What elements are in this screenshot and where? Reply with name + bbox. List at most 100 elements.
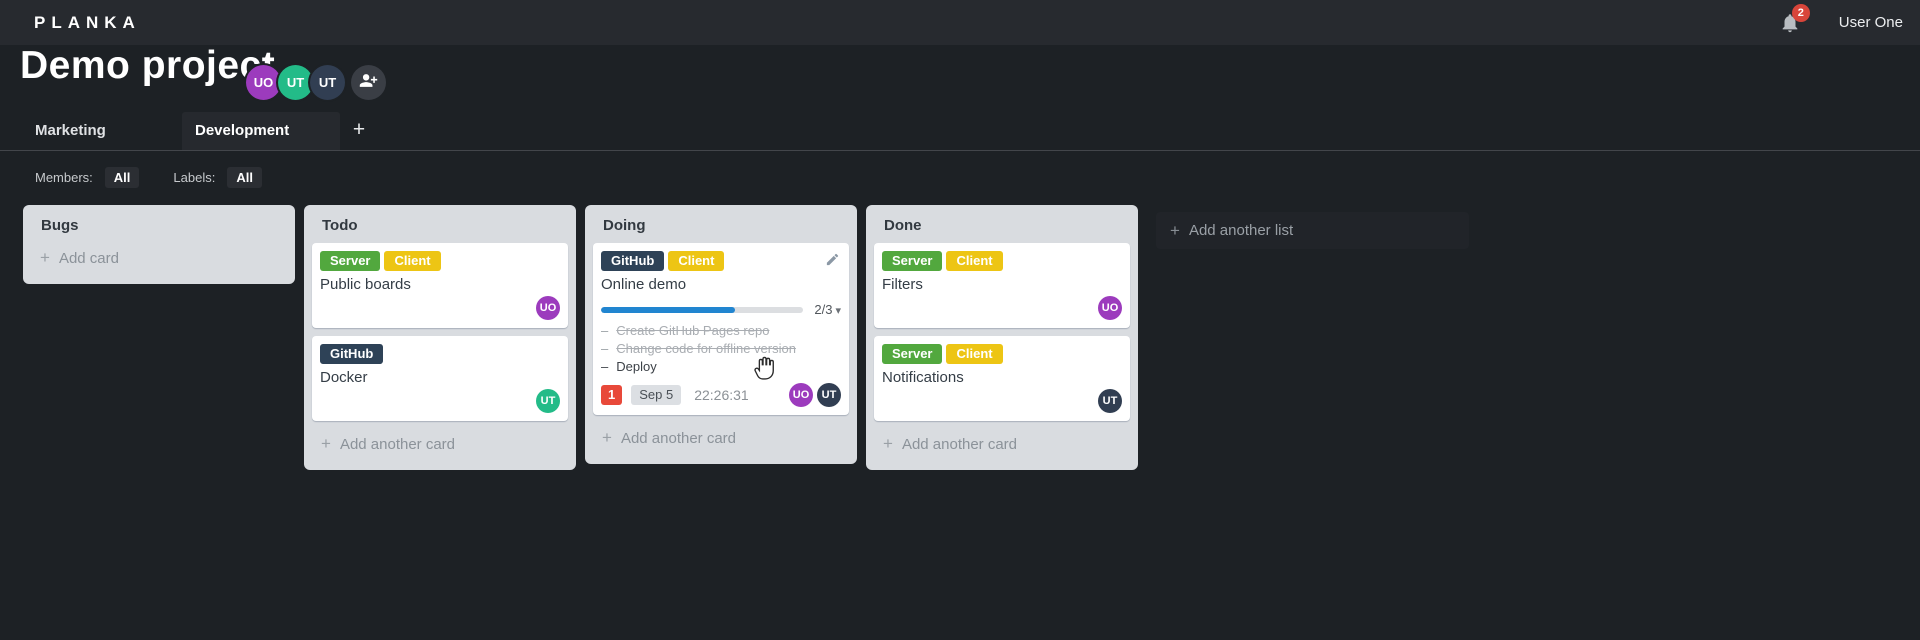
tab-marketing[interactable]: Marketing	[35, 122, 106, 139]
labels-filter-value[interactable]: All	[227, 167, 262, 188]
pencil-icon[interactable]	[825, 252, 840, 267]
card-label[interactable]: Client	[384, 251, 441, 271]
card-labels: GitHub	[320, 344, 560, 364]
card-label[interactable]: Server	[320, 251, 381, 271]
tab-development[interactable]: Development	[182, 112, 340, 150]
member-avatar[interactable]: UO	[246, 65, 281, 100]
add-member-button[interactable]	[351, 65, 386, 100]
card-label[interactable]: Server	[882, 344, 943, 364]
card-label[interactable]: Server	[882, 251, 943, 271]
notification-badge: 1	[601, 385, 623, 405]
add-card-label: Add another card	[901, 435, 1018, 453]
card-labels: Server Client	[882, 344, 1122, 364]
add-card-label: Add another card	[620, 429, 737, 447]
add-list-label: Add another list	[1188, 222, 1294, 239]
card-member-avatar[interactable]: UT	[1098, 389, 1122, 413]
card-label[interactable]: Client	[946, 344, 1003, 364]
progress-bar	[601, 306, 804, 313]
dash-icon: –	[601, 359, 609, 374]
card-badges: 1 Sep 5 22:26:31 UO UT	[601, 383, 841, 407]
card-members: UO	[320, 296, 560, 320]
card-member-avatar[interactable]: UO	[789, 383, 813, 407]
app-logo: PLANKA	[34, 12, 141, 32]
project-title: Demo project	[20, 44, 276, 87]
project-members: UO UT UT	[246, 65, 386, 100]
card-title: Online demo	[601, 276, 687, 293]
list-title: Todo	[322, 217, 358, 234]
card-title: Notifications	[882, 369, 964, 386]
add-card-button[interactable]: + Add card	[23, 243, 295, 278]
add-card-button[interactable]: + Add another card	[585, 423, 857, 458]
card-labels: Server Client	[320, 251, 560, 271]
add-card-label: Add another card	[339, 435, 456, 453]
dash-icon: –	[601, 341, 609, 356]
card[interactable]: GitHub Client Online demo 2/3 ▾ – Create GitHu…	[593, 243, 849, 415]
task-text: Create GitHub Pages repo	[616, 323, 770, 338]
progress-fill	[601, 306, 735, 313]
card-member-avatar[interactable]: UO	[536, 296, 560, 320]
progress-label[interactable]: 2/3 ▾	[814, 302, 841, 317]
members-filter-label: Members:	[35, 170, 93, 185]
task-progress: 2/3 ▾	[601, 302, 841, 317]
card[interactable]: Server Client Notifications UT	[874, 336, 1130, 421]
list-title: Bugs	[41, 217, 79, 234]
task-item[interactable]: – Change code for offline version	[601, 340, 841, 357]
labels-filter-label: Labels:	[173, 170, 216, 185]
card-members: UT	[882, 389, 1122, 413]
card-label[interactable]: GitHub	[601, 251, 665, 271]
board: Bugs + Add card Todo Server Client Public boar…	[23, 205, 1469, 470]
plus-icon: +	[883, 434, 893, 453]
plus-icon: +	[602, 428, 612, 447]
list-title: Done	[884, 217, 922, 234]
card-members: UO	[882, 296, 1122, 320]
bell-icon	[1779, 13, 1801, 39]
card-label[interactable]: GitHub	[320, 344, 384, 364]
card[interactable]: GitHub Docker UT	[312, 336, 568, 421]
members-filter-value[interactable]: All	[104, 167, 140, 188]
add-user-icon	[359, 71, 378, 95]
list-done: Done Server Client Filters UO Server Client Not…	[866, 205, 1138, 470]
card[interactable]: Server Client Public boards UO	[312, 243, 568, 328]
timer-badge[interactable]: 22:26:31	[694, 387, 749, 403]
card-members: UT	[320, 389, 560, 413]
member-avatar[interactable]: UT	[310, 65, 345, 100]
list-todo: Todo Server Client Public boards UO GitHub Doc…	[304, 205, 576, 470]
card-label[interactable]: Client	[946, 251, 1003, 271]
list-bugs: Bugs + Add card	[23, 205, 295, 284]
plus-icon: +	[321, 434, 331, 453]
card-title: Public boards	[320, 276, 411, 293]
card-member-avatar[interactable]: UO	[1098, 296, 1122, 320]
due-date-badge[interactable]: Sep 5	[631, 385, 682, 405]
add-board-button[interactable]: +	[352, 118, 366, 141]
plus-icon: +	[40, 248, 50, 267]
card-labels: Server Client	[882, 251, 1122, 271]
board-tabs: Marketing Development +	[0, 112, 1920, 150]
tabs-divider	[0, 150, 1920, 151]
list-doing: Doing GitHub Client Online demo 2/3 ▾ – Create …	[585, 205, 857, 464]
add-card-button[interactable]: + Add another card	[304, 429, 576, 464]
card-labels: GitHub Client	[601, 251, 841, 271]
task-item[interactable]: – Deploy	[601, 358, 841, 375]
top-bar-right: 2 User One	[1779, 3, 1903, 35]
plus-icon: +	[1170, 220, 1180, 240]
member-avatar[interactable]: UT	[278, 65, 313, 100]
caret-down-icon: ▾	[835, 305, 841, 317]
dash-icon: –	[601, 323, 609, 338]
card-member-avatar[interactable]: UT	[817, 383, 841, 407]
task-text: Deploy	[616, 359, 657, 374]
card[interactable]: Server Client Filters UO	[874, 243, 1130, 328]
list-title: Doing	[603, 217, 646, 234]
add-card-button[interactable]: + Add another card	[866, 429, 1138, 464]
add-list-button[interactable]: + Add another list	[1156, 212, 1469, 249]
task-text: Change code for offline version	[616, 341, 796, 356]
card-member-avatar[interactable]: UT	[536, 389, 560, 413]
card-title: Filters	[882, 276, 923, 293]
card-label[interactable]: Client	[668, 251, 725, 271]
top-bar: PLANKA 2 User One	[0, 0, 1920, 45]
add-card-label: Add card	[58, 249, 119, 267]
notification-count-badge: 2	[1791, 3, 1810, 22]
task-item[interactable]: – Create GitHub Pages repo	[601, 322, 841, 339]
user-menu[interactable]: User One	[1838, 14, 1903, 31]
notifications-button[interactable]: 2	[1779, 3, 1810, 35]
